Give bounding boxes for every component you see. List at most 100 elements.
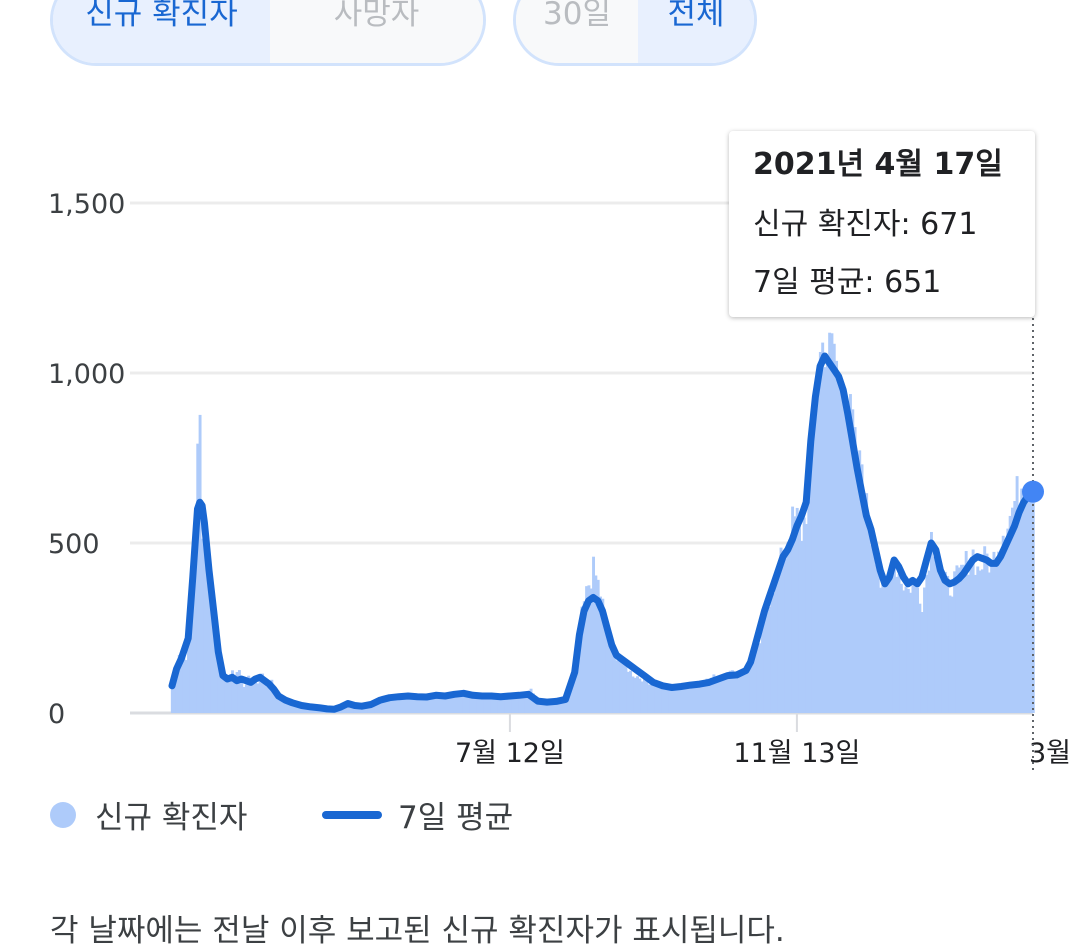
bar <box>735 673 739 713</box>
bar <box>807 482 811 713</box>
bar <box>712 674 716 713</box>
bar <box>749 666 753 713</box>
bar <box>693 683 697 713</box>
bar <box>284 699 288 713</box>
bar <box>501 694 505 713</box>
bar <box>587 585 591 713</box>
bar <box>814 417 818 713</box>
bar <box>853 427 857 713</box>
bar <box>603 612 607 713</box>
bar <box>552 701 556 713</box>
bar <box>504 694 508 713</box>
bar <box>291 702 295 713</box>
bar <box>281 697 285 713</box>
bar <box>714 679 718 713</box>
bar <box>939 568 943 713</box>
bar <box>358 706 362 713</box>
bar <box>300 705 304 713</box>
bar <box>1001 535 1005 713</box>
bar <box>809 453 813 713</box>
bar <box>867 528 871 713</box>
bar <box>920 612 924 713</box>
bar <box>879 587 882 713</box>
bar <box>381 700 385 713</box>
bar <box>288 700 292 713</box>
bar <box>499 697 503 713</box>
bar <box>837 372 841 713</box>
bar <box>240 676 244 713</box>
bar <box>846 421 850 713</box>
bar <box>265 686 269 713</box>
bar <box>916 587 920 713</box>
chart-tooltip: 2021년 4월 17일 신규 확진자: 671 7일 평균: 651 <box>729 131 1035 317</box>
bar <box>214 638 218 713</box>
bar <box>955 565 959 713</box>
bar <box>524 692 528 713</box>
bar <box>416 695 420 713</box>
bar <box>531 693 535 713</box>
tab-30-days[interactable]: 30일 <box>516 0 638 63</box>
bar <box>235 672 239 713</box>
bar <box>670 687 674 713</box>
bar <box>543 702 547 713</box>
bar <box>802 517 806 713</box>
bar <box>393 696 396 713</box>
bar <box>675 688 679 713</box>
bar <box>582 601 586 713</box>
legend-average-label: 7일 평균 <box>398 800 514 836</box>
bar <box>177 654 181 713</box>
bar <box>1027 482 1031 713</box>
bar <box>568 684 572 713</box>
bar <box>936 564 940 713</box>
bar <box>971 549 975 713</box>
bar <box>980 569 984 713</box>
bar <box>182 653 186 713</box>
bar <box>411 696 415 713</box>
bar <box>1017 507 1021 713</box>
bar <box>397 695 401 713</box>
bar <box>777 567 781 713</box>
tab-all[interactable]: 전체 <box>638 0 754 63</box>
tab-new-cases[interactable]: 신규 확진자 <box>53 0 270 63</box>
cases-chart[interactable]: 7월 12일 11월 13일 3월 17일 0 500 1,000 1,500 <box>0 0 1080 790</box>
bar <box>890 578 894 713</box>
bar <box>645 680 649 713</box>
bar <box>175 665 179 713</box>
y-tick-label: 0 <box>48 699 65 730</box>
bar <box>471 695 475 713</box>
bar <box>173 670 177 713</box>
bar <box>862 504 866 713</box>
bar <box>689 682 693 713</box>
bar <box>279 698 283 713</box>
bar <box>402 696 406 713</box>
bar <box>994 565 998 713</box>
bar <box>886 579 889 713</box>
bar <box>430 696 433 713</box>
bar <box>550 701 554 713</box>
bar <box>207 563 211 713</box>
bar <box>756 644 760 713</box>
bar <box>511 695 514 713</box>
bar <box>432 696 436 713</box>
bar <box>221 670 225 713</box>
bar <box>948 595 952 713</box>
hover-point <box>1022 480 1044 503</box>
bar <box>953 571 957 713</box>
bar <box>633 677 637 713</box>
bar <box>258 681 262 713</box>
bar <box>666 687 670 713</box>
bar <box>464 692 468 713</box>
bar <box>474 696 477 713</box>
tab-deaths[interactable]: 사망자 <box>270 0 483 63</box>
bar <box>453 693 457 713</box>
bar <box>1011 507 1014 713</box>
y-tick-label: 1,000 <box>48 359 125 390</box>
bar <box>700 685 704 713</box>
bar <box>571 674 575 713</box>
bar <box>652 685 656 713</box>
y-tick-label: 500 <box>48 529 100 560</box>
bar <box>268 686 271 713</box>
bar <box>1024 487 1028 713</box>
bar <box>548 701 552 713</box>
bar <box>399 695 403 713</box>
